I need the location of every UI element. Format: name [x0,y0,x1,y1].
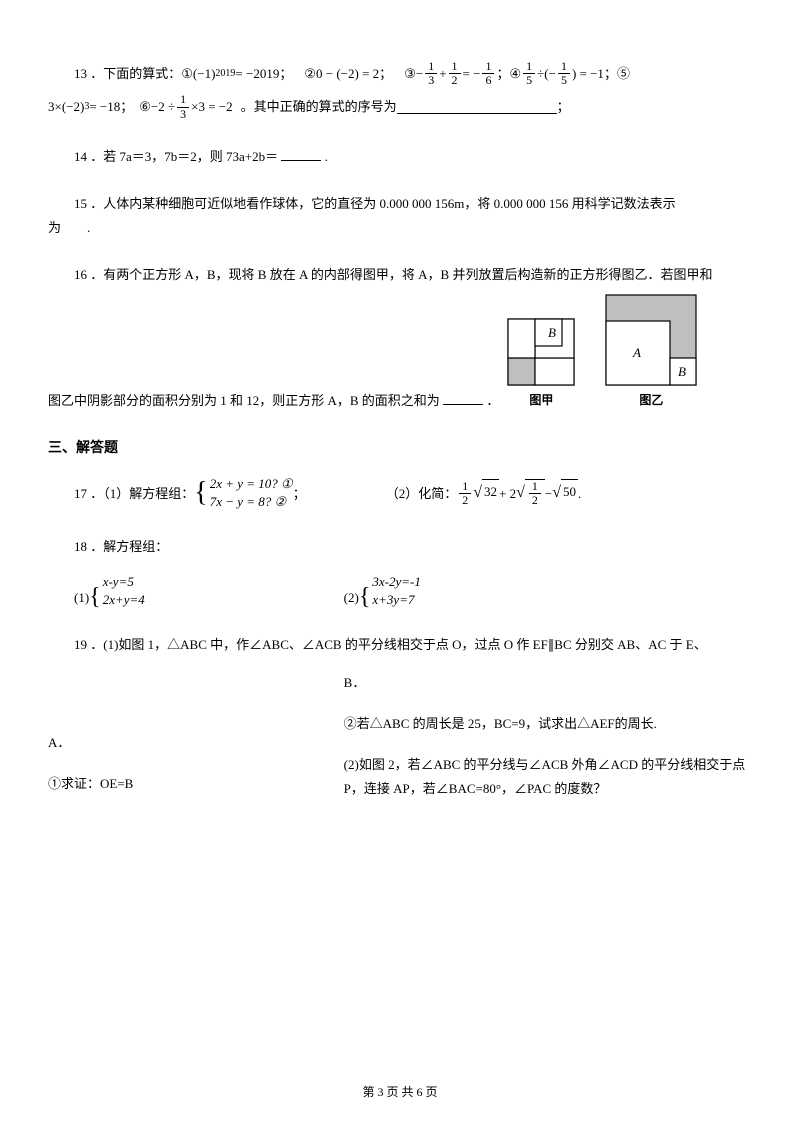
q13-item1-eq: = −2019 [235,62,279,85]
figure-jia-svg: B [507,318,575,386]
brace-icon: { [194,479,207,507]
q13-prefix: 13 ．下面的算式： [48,62,181,85]
question-19: 19 ．(1)如图 1，△ABC 中，作∠ABC、∠ACB 的平分线相交于点 O… [48,633,752,800]
q13-item2-circ: ② [304,62,316,85]
brace-icon: { [359,585,371,609]
brace-icon: { [89,585,101,609]
q17-sqrt1: √32 [473,479,499,508]
q13-item4-circ: ④ [509,62,521,85]
q13-item6-circ: ⑥ [139,95,151,118]
q17-sqrt3: √50 [552,479,578,508]
q13-tail: 。其中正确的算式的序号为 [241,95,397,118]
q16-figures: B 图甲 A B 图乙 [507,294,697,412]
q19-right-col: B． ②若△ABC 的周长是 25，BC=9，试求出△AEF的周长. (2)如图… [344,671,752,801]
q16-line1: 16 ．有两个正方形 A，B，现将 B 放在 A 的内部得图甲，将 A，B 并列… [48,263,752,286]
figure-yi: A B 图乙 [605,294,697,412]
fig-yi-b: B [678,364,686,379]
q18-title: 18 ．解方程组： [48,535,752,558]
question-14: 14 ．若 7a＝3，7b＝2，则 73a+2b＝ . [48,145,752,168]
q15-line1: 15 ．人体内某种细胞可近似地看作球体，它的直径为 0.000 000 156m… [48,192,752,215]
q13-item1-base: (−1) [193,62,216,85]
q19-line1: 19 ．(1)如图 1，△ABC 中，作∠ABC、∠ACB 的平分线相交于点 O… [48,633,752,656]
question-13: 13 ．下面的算式： ① (−1) 2019 = −2019 ； ② 0 − (… [48,60,752,121]
figure-jia: B 图甲 [507,318,575,412]
q18-p2-e1: 3x-2y=-1 [372,573,420,591]
q13-item3-frac3: 16 [482,60,494,87]
fig-jia-b: B [548,325,556,340]
q13-sep5: ； [120,95,133,118]
fig-yi-a: A [632,345,641,360]
q13-item3-eq: = − [463,62,481,85]
q18-p1-label: (1) [74,586,89,609]
q17-frac1: 12 [459,480,471,507]
question-15: 15 ．人体内某种细胞可近似地看作球体，它的直径为 0.000 000 156m… [48,192,752,239]
q13-item3-frac1: 13 [425,60,437,87]
q17-part2: （2）化简： [386,482,458,505]
section-3-title: 三、解答题 [48,436,752,461]
fig-yi-caption: 图乙 [639,390,663,412]
q14-text: 14 ．若 7a＝3，7b＝2，则 73a+2b＝ [74,149,278,164]
q13-item5-a: 3×(−2) [48,95,84,118]
q19-left-col: A． ①求证：OE=B [48,671,344,801]
question-18: 18 ．解方程组： (1) { x-y=5 2x+y=4 (2) { 3x-2y… [48,535,752,609]
q13-item3-circ: ③ [404,62,416,85]
q13-item4-frac2: 15 [558,60,570,87]
q15-line2: 为 . [48,216,752,239]
q13-tail2: ； [557,95,570,118]
q16-line2b: ． [486,393,499,408]
q17-sep: ； [293,482,306,505]
q13-item3-neg: − [416,62,423,85]
figure-yi-svg: A B [605,294,697,386]
q13-item1-exp: 2019 [215,65,235,83]
q13-sep1: ； [279,62,292,85]
q18-p1-e2: 2x+y=4 [103,591,145,609]
q14-tail: . [325,149,328,164]
q13-item4-div: ÷ [537,62,544,85]
q18-p2-system: 3x-2y=-1 x+3y=7 [372,573,420,609]
q16-line2a: 图乙中阴影部分的面积分别为 1 和 12，则正方形 A，B 的面积之和为 [48,393,440,408]
q19-b: B． [344,671,752,694]
q18-p1-e1: x-y=5 [103,573,145,591]
q16-blank [443,391,483,405]
q17-prefix: 17 ．（1）解方程组： [48,482,194,505]
q13-item3-frac2: 12 [449,60,461,87]
q17-system: 2x + y = 10? ① 7x − y = 8? ② [210,475,293,511]
question-17: 17 ．（1）解方程组： { 2x + y = 10? ① 7x − y = 8… [48,475,752,511]
q19-part2: (2)如图 2，若∠ABC 的平分线与∠ACB 外角∠ACD 的平分线相交于点 … [344,753,752,800]
q19-cond: ②若△ABC 的周长是 25，BC=9，试求出△AEF的周长. [344,712,752,735]
q17-eq2: 7x − y = 8? ② [210,493,293,511]
q13-sep2: ； [379,62,392,85]
fig-jia-caption: 图甲 [529,390,553,412]
q17-eq1: 2x + y = 10? ① [210,475,293,493]
q13-item2: 0 − (−2) = 2 [316,62,379,85]
q13-sep4: ；⑤ [604,62,630,85]
page-footer: 第 3 页 共 6 页 [0,1082,800,1104]
q19-a: A． [48,731,344,754]
q13-item4-lp: (− [544,62,556,85]
q13-item5-b: = −18 [89,95,120,118]
q14-blank [281,147,321,161]
q13-item6-frac: 13 [177,93,189,120]
q18-p2-label: (2) [344,586,359,609]
q13-item4-rp: ) = −1 [572,62,604,85]
q17-tail: . [578,482,581,505]
q13-item6-b: −2 ÷ [151,95,175,118]
q17-plus: + 2 [499,482,516,505]
q18-p2-e2: x+3y=7 [372,591,420,609]
q13-item4-frac1: 15 [523,60,535,87]
q17-sqrt2: √12 [516,479,545,508]
q18-p1-system: x-y=5 2x+y=4 [103,573,145,609]
q13-blank [397,100,557,114]
question-16: 16 ．有两个正方形 A，B，现将 B 放在 A 的内部得图甲，将 A，B 并列… [48,263,752,412]
q17-minus: − [545,482,552,505]
q13-item1-circ: ① [181,62,193,85]
q13-item6-c: ×3 = −2 [191,95,233,118]
q13-sep3: ； [496,62,509,85]
q13-item3-plus: + [439,62,446,85]
q19-prove: ①求证：OE=B [48,772,344,795]
